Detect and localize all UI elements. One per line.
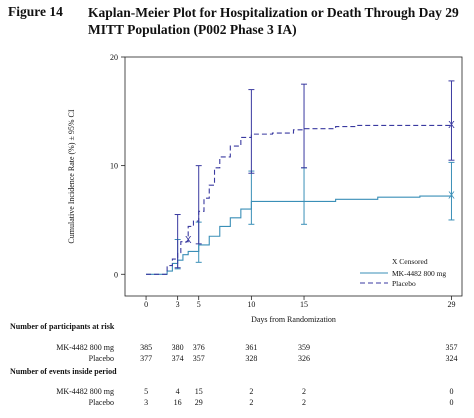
event-cell: 2 xyxy=(302,398,307,407)
event-row-label: Placebo xyxy=(88,398,114,407)
x-axis-label: Days from Randomization xyxy=(251,315,336,324)
event-cell: 16 xyxy=(173,398,182,407)
plot-frame xyxy=(124,56,463,297)
risk-cell: 326 xyxy=(298,354,311,363)
y-tick-label: 20 xyxy=(110,53,118,62)
event-row-label: MK-4482 800 mg xyxy=(56,387,114,396)
censor-mark-placebo: X xyxy=(185,235,192,246)
risk-row-label: Placebo xyxy=(88,354,114,363)
y-tick-label: 10 xyxy=(110,162,118,171)
x-tick-label: 15 xyxy=(300,300,308,309)
figure-label: Figure 14 xyxy=(8,4,63,19)
risk-cell: 374 xyxy=(171,354,184,363)
y-tick-label: 0 xyxy=(114,270,118,279)
event-cell: 0 xyxy=(449,398,454,407)
x-tick-label: 3 xyxy=(176,300,180,309)
risk-cell: 328 xyxy=(245,354,258,363)
risk-cell: 376 xyxy=(192,343,205,352)
risk-cell: 377 xyxy=(140,354,153,363)
legend-label-placebo: Placebo xyxy=(392,279,416,288)
risk-participants-header: Number of participants at risk xyxy=(10,322,115,331)
event-cell: 2 xyxy=(302,387,307,396)
risk-cell: 357 xyxy=(445,343,458,352)
risk-cell: 380 xyxy=(171,343,184,352)
x-tick-label: 29 xyxy=(447,300,455,309)
risk-cell: 359 xyxy=(298,343,311,352)
legend-label-mk: MK-4482 800 mg xyxy=(392,269,446,278)
censor-mark-placebo: X xyxy=(448,120,455,131)
risk-cell: 357 xyxy=(192,354,205,363)
risk-row-label: MK-4482 800 mg xyxy=(56,343,114,352)
risk-events-header: Number of events inside period xyxy=(10,367,117,376)
risk-cell: 385 xyxy=(140,343,153,352)
y-axis-label: Cumulative Incidence Rate (%) ± 95% CI xyxy=(67,109,76,243)
event-cell: 3 xyxy=(144,398,149,407)
event-cell: 0 xyxy=(449,387,454,396)
event-cell: 2 xyxy=(249,398,254,407)
event-cell: 2 xyxy=(249,387,254,396)
x-tick-label: 0 xyxy=(144,300,148,309)
risk-cell: 324 xyxy=(445,354,458,363)
x-tick-label: 10 xyxy=(247,300,255,309)
event-cell: 15 xyxy=(194,387,203,396)
event-cell: 5 xyxy=(144,387,149,396)
figure-title: Kaplan-Meier Plot for Hospitalization or… xyxy=(88,5,459,37)
risk-cell: 361 xyxy=(245,343,258,352)
event-cell: 29 xyxy=(194,398,203,407)
censor-mark-mk: X xyxy=(448,190,455,201)
legend-title: X Censored xyxy=(392,257,428,266)
event-cell: 4 xyxy=(175,387,180,396)
x-tick-label: 5 xyxy=(197,300,201,309)
